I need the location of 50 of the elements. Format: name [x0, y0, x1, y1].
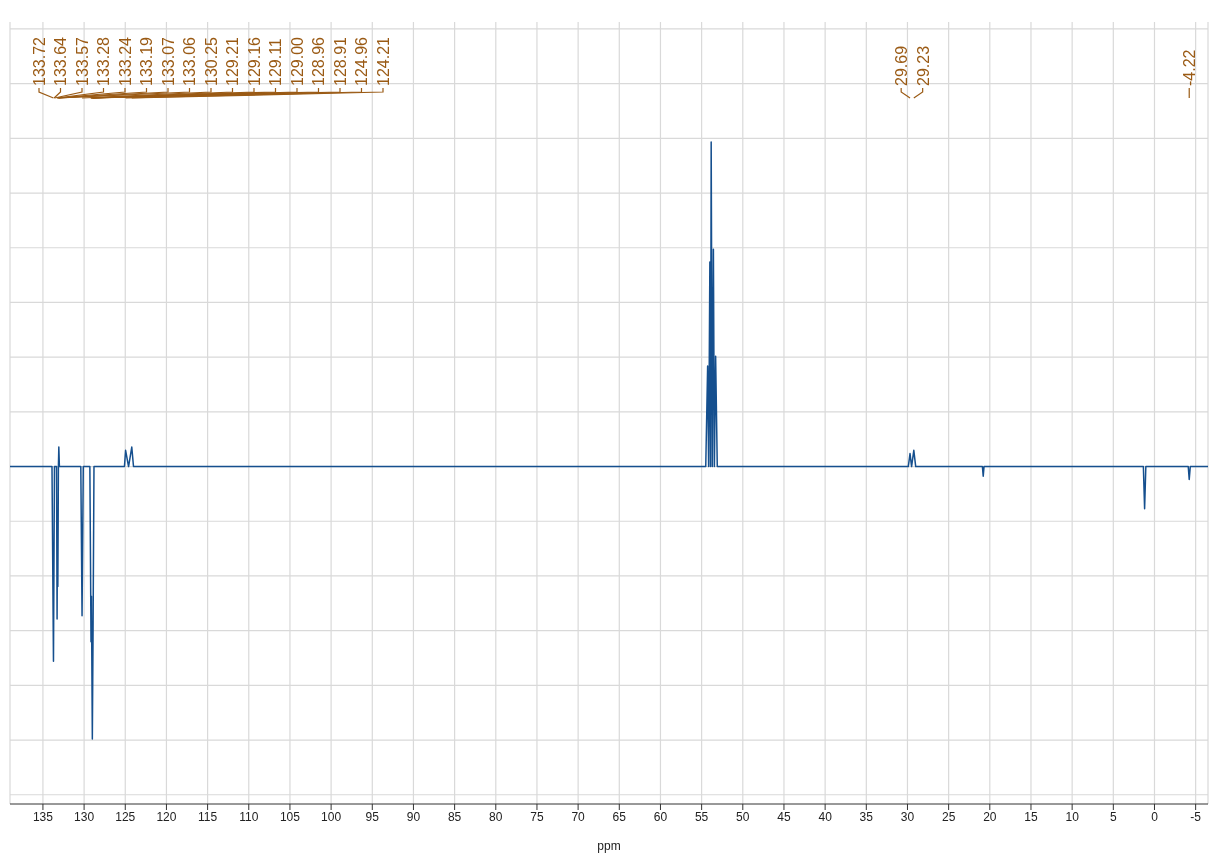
annotation: 133.07 [160, 36, 177, 86]
x-tick-label: 75 [530, 809, 544, 824]
annotation: 129.11 [267, 38, 285, 86]
annotation: 133.57 [74, 36, 91, 86]
x-tick-label: 40 [818, 809, 833, 824]
annotation: 29.23 [914, 45, 932, 86]
x-tick-label: 25 [941, 809, 956, 824]
x-tick-label: 15 [1024, 809, 1038, 824]
x-tick-label: 20 [983, 809, 997, 824]
x-tick-label: 90 [406, 809, 421, 824]
x-tick-label: 125 [115, 809, 136, 824]
annotation: 133.28 [95, 36, 113, 86]
x-tick-label: 100 [321, 809, 342, 824]
x-tick-label: 80 [489, 809, 503, 824]
x-tick-label: 110 [239, 809, 259, 824]
x-tick-label: 60 [653, 809, 668, 824]
annotation: 29.69 [893, 45, 911, 86]
annotation: 128.91 [332, 36, 349, 86]
x-tick-label: 95 [365, 809, 380, 824]
x-tick-label: 0 [1151, 809, 1159, 824]
x-tick-label: 10 [1065, 809, 1080, 824]
annotation: 130.25 [203, 36, 220, 86]
x-axis-title: ppm [597, 839, 621, 853]
annotation: 129.16 [246, 36, 263, 86]
x-tick-label: 135 [32, 809, 54, 824]
x-tick-label: 35 [859, 809, 874, 824]
x-tick-label: 55 [694, 809, 709, 824]
x-tick-label: -5 [1190, 809, 1202, 824]
annotation: 124.21 [375, 36, 392, 86]
annotation: 133.64 [52, 36, 70, 86]
annotation: 133.06 [181, 36, 199, 86]
x-tick-label: 30 [900, 809, 915, 824]
x-tick-label: 45 [777, 809, 791, 824]
annotation: 128.96 [310, 36, 328, 86]
x-tick-label: 120 [156, 809, 177, 824]
x-tick-label: 65 [612, 809, 627, 824]
x-tick-label: 115 [198, 809, 218, 824]
annotation: 133.19 [138, 36, 156, 86]
annotation: 133.72 [31, 36, 48, 86]
annotation: 129.21 [224, 36, 242, 86]
annotation: 129.00 [289, 36, 306, 86]
x-tick-label: 105 [279, 809, 301, 824]
annotation: 133.24 [117, 36, 134, 86]
x-tick-label: 5 [1109, 809, 1117, 824]
annotation: -4.22 [1181, 49, 1199, 86]
x-tick-label: 70 [571, 809, 586, 824]
x-tick-label: 130 [74, 809, 95, 824]
annotation: 124.96 [353, 36, 371, 86]
x-tick-label: 85 [447, 809, 462, 824]
x-tick-label: 50 [736, 809, 750, 824]
